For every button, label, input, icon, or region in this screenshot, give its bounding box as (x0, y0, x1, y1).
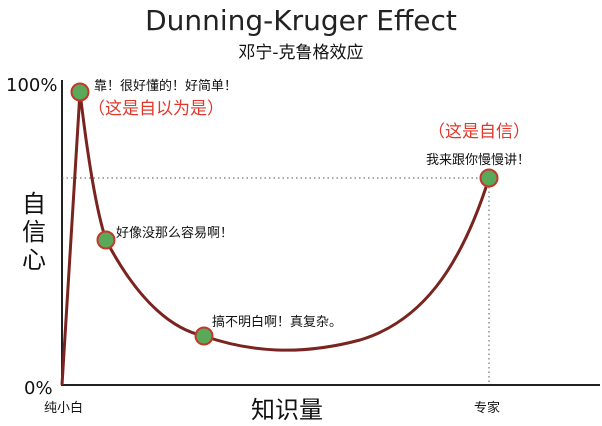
y-axis-label: 自信心 (22, 190, 46, 274)
peak-point (70, 82, 90, 102)
y-tick-100: 100% (6, 75, 57, 96)
expert-annotation: 我来跟你慢慢讲！ (426, 152, 530, 168)
y-tick-0: 0% (24, 378, 53, 399)
x-axis-label: 知识量 (251, 396, 323, 424)
diagram-subtitle: 邓宁-克鲁格效应 (238, 43, 364, 63)
expert-point (479, 168, 499, 188)
expert-highlight: （这是自信） (428, 122, 530, 142)
valley-point (194, 326, 214, 346)
valley-annotation: 搞不明白啊！真复杂。 (212, 314, 342, 330)
x-tick-expert: 专家 (474, 400, 500, 416)
decline-point (96, 230, 116, 250)
decline-annotation: 好像没那么容易啊！ (116, 225, 233, 241)
peak-annotation: 靠！很好懂的！好简单！ (94, 78, 237, 94)
peak-highlight: （这是自以为是） (88, 99, 224, 119)
diagram-title: Dunning-Kruger Effect (145, 4, 457, 37)
x-tick-novice: 纯小白 (44, 400, 83, 416)
